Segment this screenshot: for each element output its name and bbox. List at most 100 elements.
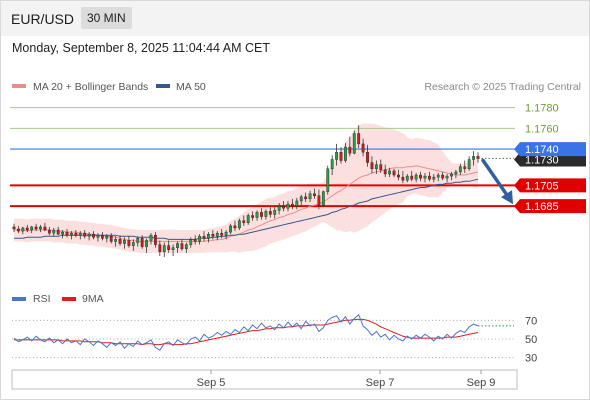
x-tick-label: Sep 5 (197, 377, 226, 389)
candle-body (401, 176, 405, 181)
level-label-1.1760: 1.1760 (525, 123, 559, 135)
candle-body (193, 239, 197, 242)
candle-body (184, 244, 188, 249)
rsi-line (13, 313, 479, 351)
candle-body (171, 247, 175, 250)
rsi-tick-50: 50 (525, 334, 537, 346)
candle-body (273, 210, 277, 215)
candle-body (167, 245, 171, 250)
candle-body (472, 156, 475, 160)
x-tick-label: Sep 9 (467, 377, 496, 389)
candle-body (330, 159, 334, 169)
candle-body (100, 235, 104, 239)
candle-body (114, 239, 118, 242)
candle-body (299, 196, 303, 202)
candle-body (467, 159, 471, 169)
candle-body (255, 212, 259, 218)
candle-body (131, 242, 135, 246)
candle-body (198, 236, 201, 242)
candle-body (30, 226, 34, 231)
candle-body (43, 226, 47, 231)
candle-body (251, 215, 255, 218)
candle-body (352, 133, 356, 154)
candle-body (61, 231, 65, 235)
candle-body (268, 211, 272, 215)
candle-body (419, 174, 422, 179)
candle-body (96, 235, 100, 238)
moving-averages (14, 165, 479, 242)
candle-body (427, 175, 431, 180)
candle-body (92, 233, 95, 238)
candle-body (379, 164, 383, 171)
rsi-tick-70: 70 (525, 315, 537, 327)
rsi-tick-30: 30 (525, 353, 537, 365)
candle-body (344, 146, 347, 161)
ma50-line (14, 178, 479, 240)
candle-body (339, 151, 343, 161)
ma9-line (14, 318, 479, 346)
key-1.1685-tag (514, 199, 586, 214)
candle-body (224, 231, 228, 236)
candle-body (454, 171, 458, 175)
candle-body (441, 174, 445, 179)
legend-swatch-rsi (12, 297, 26, 301)
timestamp: Monday, September 8, 2025 11:04:44 AM CE… (12, 41, 271, 55)
candle-body (405, 175, 409, 181)
forecast-arrow-head (501, 190, 513, 205)
last-price-text: 1.1730 (525, 154, 559, 166)
credit-label: Research © 2025 Trading Central (424, 81, 581, 93)
legend-label-9ma: 9MA (82, 293, 104, 305)
chart-header: EUR/USD 30 MIN (0, 0, 590, 36)
candle-body (149, 235, 153, 241)
candle-body (414, 174, 418, 180)
candle-body (246, 215, 250, 223)
candle-body (105, 236, 109, 239)
candle-body (176, 243, 179, 248)
candle-body (388, 170, 392, 175)
candle-body (21, 227, 25, 232)
forecast-arrow-shaft (481, 158, 509, 197)
candle-body (123, 240, 126, 244)
candle-body (74, 232, 78, 236)
key-1.1705-tag (514, 178, 586, 193)
timeframe-button[interactable]: 30 MIN (81, 7, 132, 29)
candle-body (277, 205, 281, 211)
candle-body (109, 236, 113, 242)
candle-body (374, 164, 378, 170)
candle-body (211, 233, 215, 237)
legend-label-bollinger: MA 20 + Bollinger Bands (33, 81, 148, 93)
candle-body (335, 151, 338, 160)
candle-body (282, 205, 285, 209)
candle-body (321, 191, 325, 206)
candle-body (25, 227, 29, 231)
candle-body (410, 175, 414, 180)
candle-body (308, 193, 312, 200)
candle-body (432, 176, 436, 180)
chart-legend: MA 20 + Bollinger Bands MA 50 Research © 2… (12, 81, 581, 93)
forecast-arrow (481, 158, 513, 205)
candle-body (229, 225, 232, 233)
x-axis: Sep 5 Sep 7 Sep 9 (11, 369, 518, 390)
candle-body (136, 238, 140, 243)
candle-body (220, 232, 224, 236)
legend-swatch-bollinger (12, 84, 26, 88)
candle-body (237, 220, 241, 229)
candle-body (370, 162, 374, 169)
candle-body (450, 173, 453, 177)
candle-body (366, 151, 369, 163)
candle-body (313, 193, 316, 196)
candle-body (233, 225, 237, 229)
candle-body (348, 146, 352, 154)
candle-body (83, 232, 87, 237)
candle-body (291, 203, 294, 207)
candle-body (463, 166, 467, 169)
pivot-1.1740-tag (514, 142, 586, 157)
rsi-panel: RSI 9MA 30 50 70 (12, 293, 537, 365)
legend-swatch-9ma (62, 297, 76, 301)
candle-body (65, 231, 69, 236)
key-1.1685-text: 1.1685 (525, 201, 559, 213)
candle-body (56, 229, 60, 235)
candle-body (87, 233, 91, 237)
